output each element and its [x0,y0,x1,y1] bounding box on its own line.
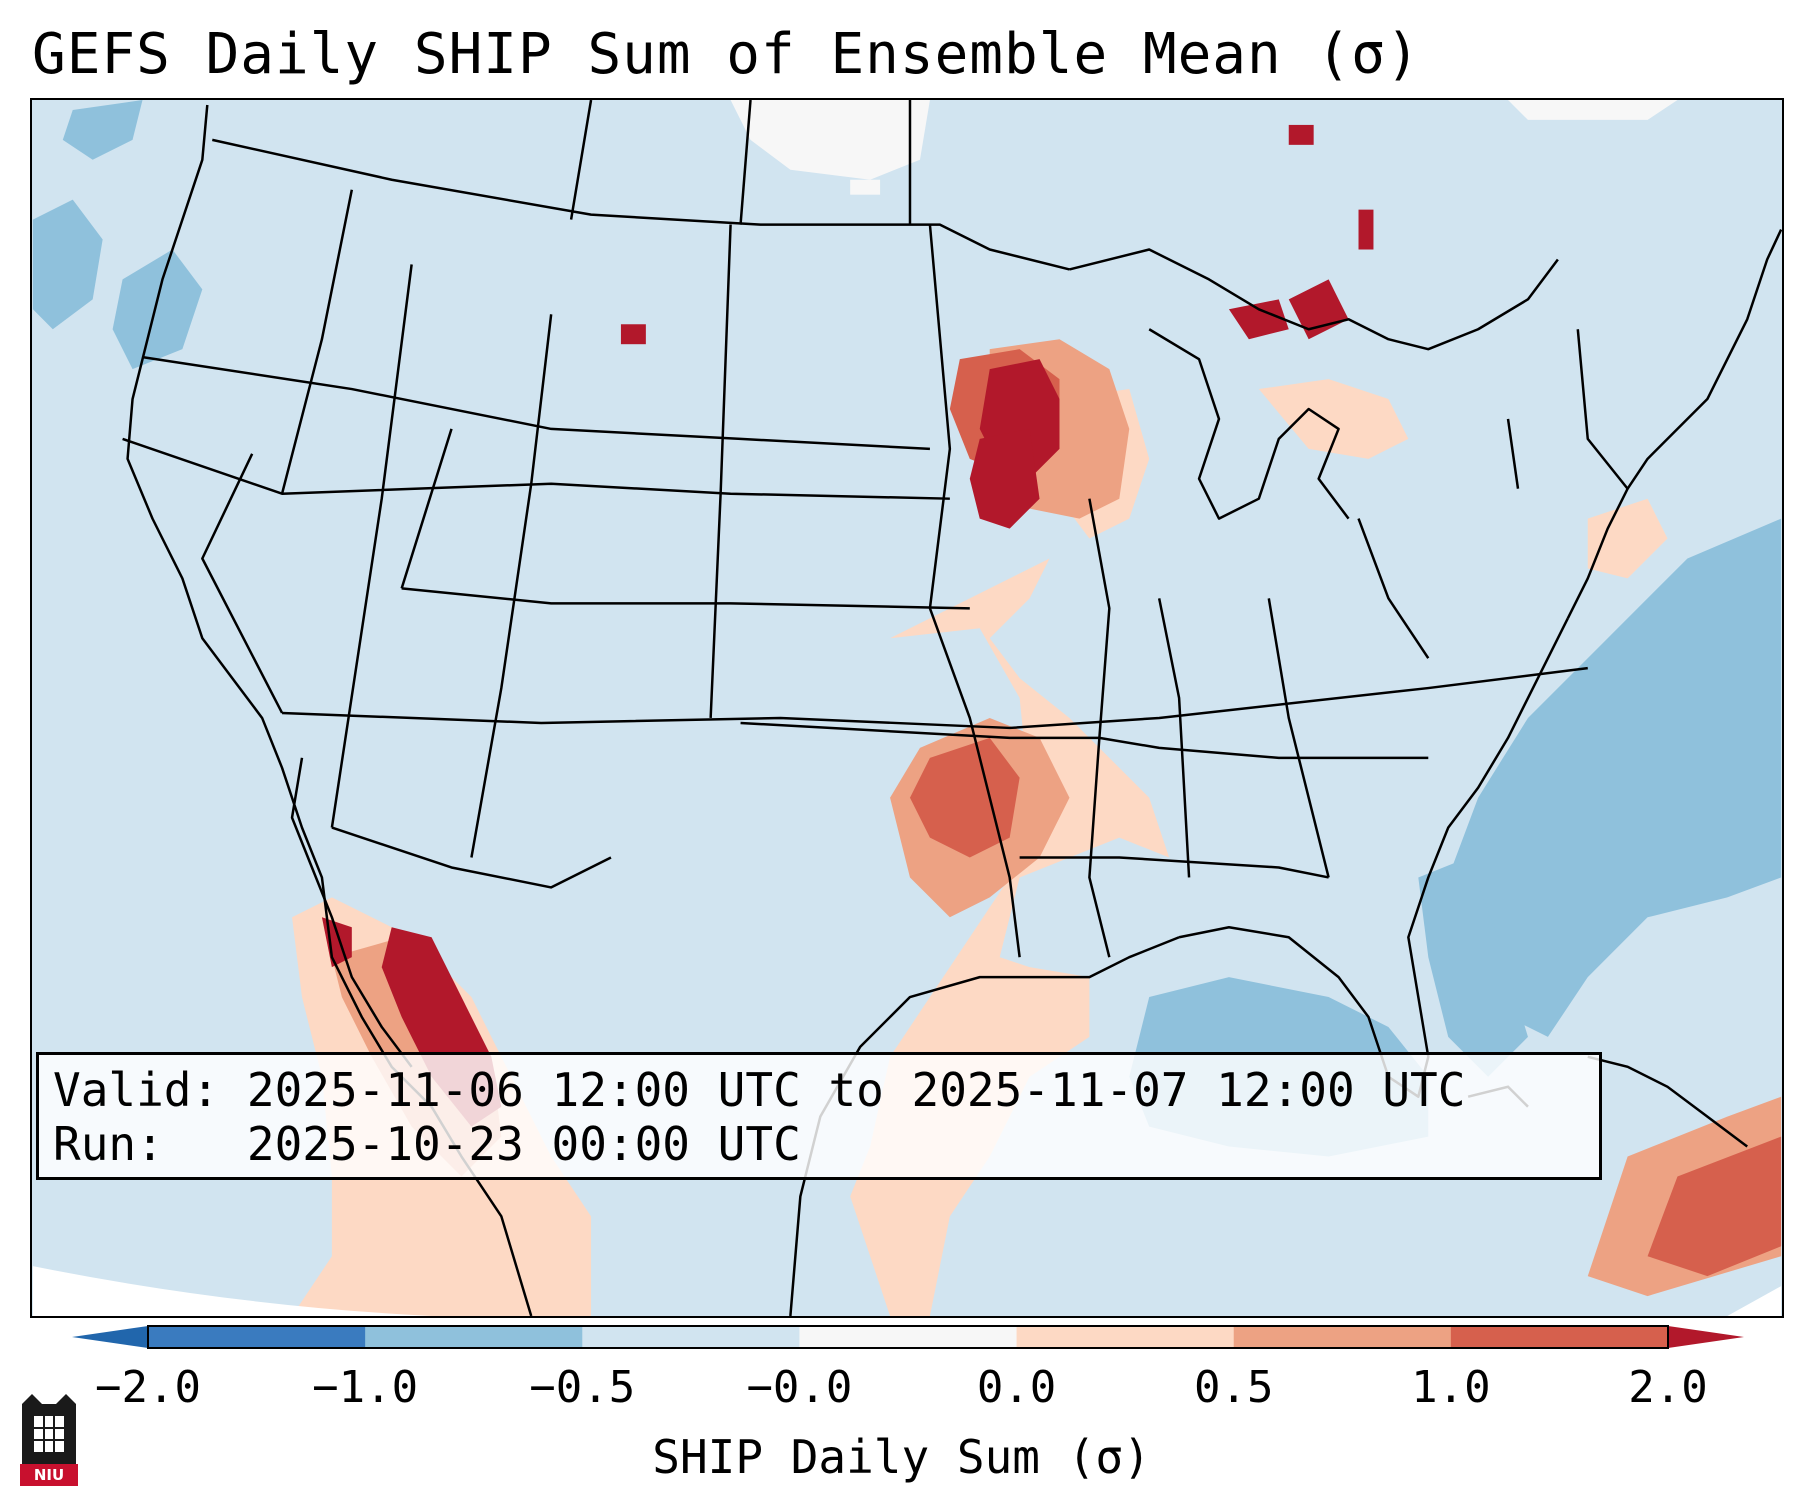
map-boundaries [122,100,1782,1316]
valid-value: 2025-11-06 12:00 UTC to 2025-11-07 12:00… [246,1063,1466,1117]
colorbar-bin [582,1326,800,1348]
colorbar-bin [1016,1326,1235,1348]
niu-logo-text: NIU [20,1464,78,1486]
colorbar-tick-label: −1.0 [312,1362,419,1413]
colorbar-bin [1450,1326,1669,1348]
colorbar-bin [1233,1326,1452,1348]
colorbar-bin [148,1326,366,1348]
off-domain-area [32,1266,432,1316]
colorbar-tick-label: 0.5 [1193,1362,1274,1413]
map-title: GEFS Daily SHIP Sum of Ensemble Mean (σ) [32,22,1421,87]
pacific-negative-anomaly [32,100,203,370]
colorbar-tick-label: −2.0 [95,1362,201,1413]
atlantic-negative-anomaly [1418,518,1782,1077]
run-label: Run: [53,1117,164,1171]
positive-anomaly-extreme [321,124,1374,1127]
colorbar-over-arrow [1668,1326,1744,1348]
colorbar [72,1325,1744,1349]
valid-label: Valid: [53,1063,220,1117]
niu-logo-icon [22,1394,76,1464]
run-value: 2025-10-23 00:00 UTC [246,1117,801,1171]
colorbar-label: SHIP Daily Sum (σ) [652,1430,1151,1484]
colorbar-tick-label: −0.0 [746,1362,853,1413]
colorbar-tick-label: 0.0 [976,1362,1057,1413]
colorbar-tick-label: −0.5 [529,1362,636,1413]
colorbar-bins [148,1326,1669,1348]
colorbar-bin [365,1326,583,1348]
colorbar-tick-label: 1.0 [1411,1362,1491,1413]
valid-run-info-box: Valid: 2025-11-06 12:00 UTC to 2025-11-0… [36,1052,1602,1180]
colorbar-under-arrow [72,1326,148,1348]
colorbar-tick-label: 2.0 [1628,1362,1708,1413]
near-zero-patches [730,100,1678,195]
colorbar-outline [147,1325,1669,1349]
colorbar-bin [799,1326,1018,1348]
off-domain-area-right [1727,1286,1782,1316]
